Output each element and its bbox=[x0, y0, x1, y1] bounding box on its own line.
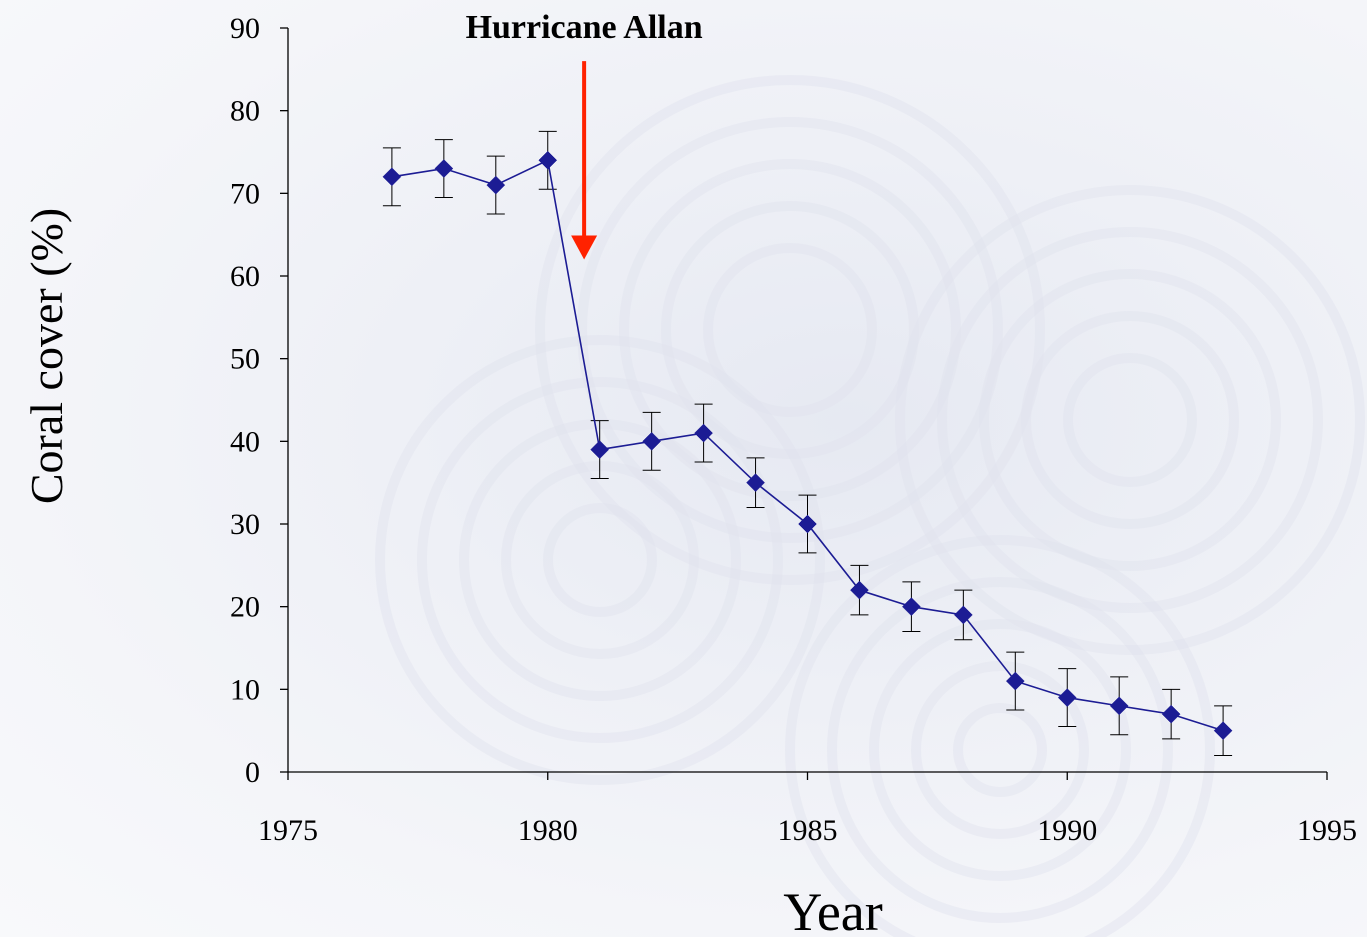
series bbox=[382, 150, 1233, 741]
bg-ring bbox=[937, 227, 1323, 613]
bg-ring bbox=[577, 117, 1003, 543]
x-tick-label: 1995 bbox=[1297, 814, 1357, 847]
y-tick-label: 70 bbox=[230, 177, 260, 210]
data-point-marker bbox=[850, 580, 869, 600]
bg-ring bbox=[619, 159, 961, 501]
y-axis-label: Coral cover (%) bbox=[21, 208, 72, 504]
bg-ring bbox=[1063, 353, 1197, 487]
bg-ring bbox=[953, 703, 1047, 797]
y-tick-label: 90 bbox=[230, 12, 260, 45]
data-point-marker bbox=[1109, 696, 1129, 716]
background-decoration bbox=[375, 75, 1365, 937]
data-point-marker bbox=[1057, 688, 1077, 707]
bg-ring bbox=[827, 577, 1173, 923]
data-point-marker bbox=[1161, 704, 1181, 724]
data-point-marker bbox=[1213, 721, 1233, 741]
data-point-marker bbox=[538, 150, 558, 170]
axes bbox=[280, 27, 1328, 780]
annotations: Hurricane Allan bbox=[466, 9, 703, 260]
data-point-marker bbox=[642, 431, 662, 451]
data-point-marker bbox=[798, 514, 817, 534]
tick-labels: 0 10 20 30 40 50 60 70 80 90 1975 1980 1985 1990 1995 bbox=[230, 12, 1357, 847]
x-tick-label: 1990 bbox=[1037, 814, 1097, 847]
x-tick-label: 1985 bbox=[778, 814, 838, 847]
y-tick-label: 80 bbox=[230, 95, 260, 128]
x-tick-label: 1980 bbox=[518, 814, 578, 847]
y-tick-label: 60 bbox=[230, 260, 260, 293]
bg-ring bbox=[895, 185, 1365, 655]
annotation-arrow-head bbox=[571, 235, 598, 260]
bg-ring bbox=[1021, 311, 1239, 529]
bg-ring bbox=[661, 201, 919, 459]
y-tick-label: 10 bbox=[230, 673, 260, 706]
x-tick-label: 1975 bbox=[258, 814, 318, 847]
bg-ring bbox=[703, 243, 877, 417]
bg-ring bbox=[979, 269, 1281, 571]
y-tick-label: 40 bbox=[230, 425, 260, 458]
data-point-marker bbox=[694, 423, 713, 443]
bg-ring bbox=[785, 535, 1215, 937]
bg-ring bbox=[417, 377, 783, 743]
data-point-marker bbox=[902, 597, 921, 617]
y-tick-label: 20 bbox=[230, 591, 260, 624]
data-point-marker bbox=[746, 473, 765, 493]
data-point-marker bbox=[590, 440, 610, 459]
annotation-label: Hurricane Allan bbox=[466, 9, 703, 46]
y-tick-label: 30 bbox=[230, 508, 260, 541]
bg-ring bbox=[543, 503, 657, 617]
data-point-marker bbox=[953, 605, 973, 625]
y-tick-label: 50 bbox=[230, 343, 260, 376]
y-tick-label: 0 bbox=[245, 756, 260, 789]
x-axis-label: Year bbox=[783, 882, 883, 937]
data-point-marker bbox=[1005, 671, 1025, 691]
data-point-marker bbox=[382, 167, 402, 187]
data-point-marker bbox=[486, 175, 506, 195]
bg-ring bbox=[375, 335, 825, 785]
bg-ring bbox=[535, 75, 1045, 585]
bg-ring bbox=[869, 619, 1131, 881]
bg-ring bbox=[911, 661, 1089, 839]
data-point-marker bbox=[434, 159, 454, 178]
